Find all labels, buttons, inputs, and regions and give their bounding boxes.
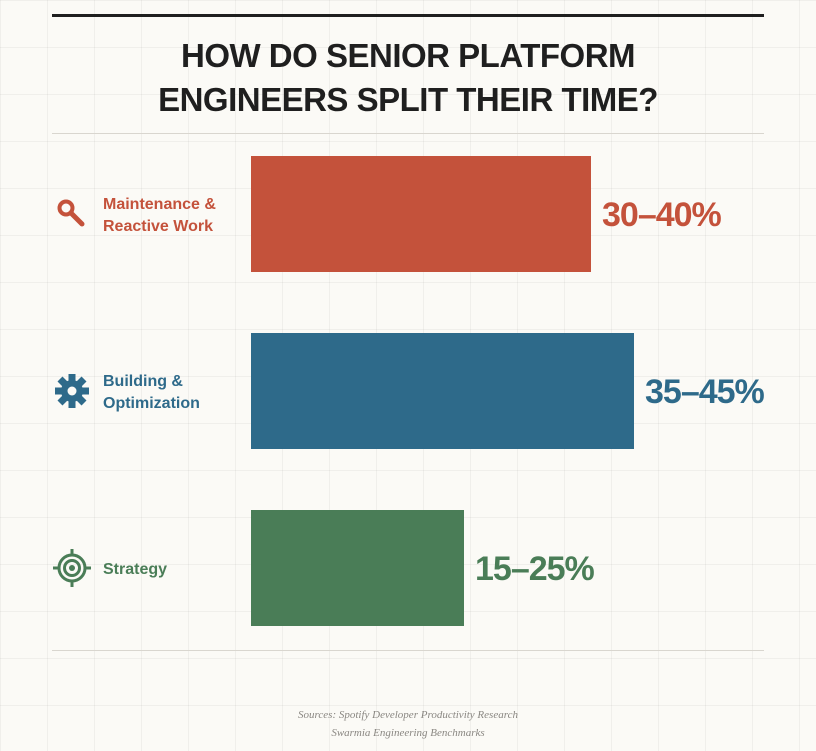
top-rule xyxy=(52,14,764,17)
category-label: Building & xyxy=(103,373,183,390)
chart-title: HOW DO SENIOR PLATFORM ENGINEERS SPLIT T… xyxy=(52,34,764,122)
bar xyxy=(251,156,591,272)
title-line-1: HOW DO SENIOR PLATFORM xyxy=(180,37,636,74)
title-divider xyxy=(52,133,764,134)
target-icon xyxy=(53,549,91,587)
category-label: Reactive Work xyxy=(103,218,213,235)
gear-icon xyxy=(55,374,89,408)
category-label: Strategy xyxy=(103,561,167,578)
category-label: Optimization xyxy=(103,395,200,412)
footer-divider xyxy=(52,650,764,651)
value-label: 15–25% xyxy=(475,550,595,588)
bar xyxy=(251,333,634,449)
value-label: 30–40% xyxy=(602,196,722,234)
value-label: 35–45% xyxy=(645,373,765,411)
bar xyxy=(251,510,464,626)
wrench-icon xyxy=(57,199,85,227)
sources-line-2: Swarmia Engineering Benchmarks xyxy=(331,727,485,739)
sources-line-1: Sources: Spotify Developer Productivity … xyxy=(298,709,518,721)
sources-note: Sources: Spotify Developer Productivity … xyxy=(52,706,764,742)
category-label: Maintenance & xyxy=(103,196,216,213)
title-line-2: ENGINEERS SPLIT THEIR TIME? xyxy=(158,81,658,118)
